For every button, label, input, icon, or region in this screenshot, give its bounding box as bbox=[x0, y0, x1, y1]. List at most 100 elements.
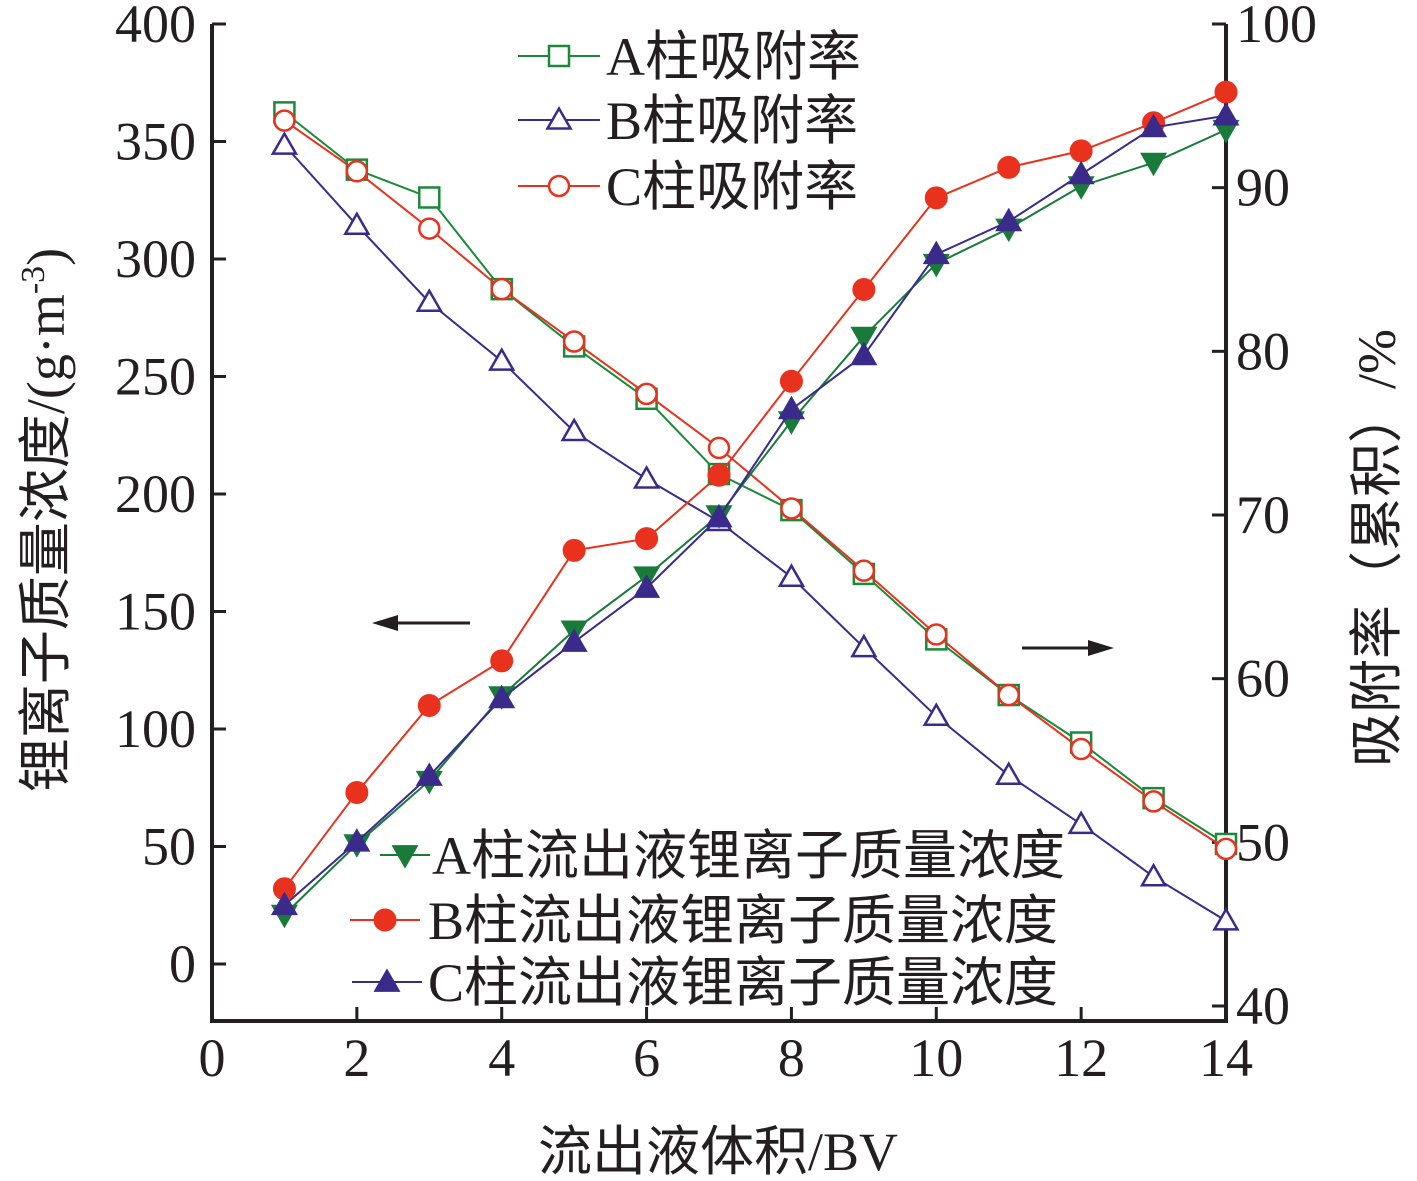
data-point bbox=[705, 503, 733, 528]
data-point bbox=[488, 347, 516, 371]
series-4 bbox=[270, 119, 1240, 929]
data-point bbox=[850, 341, 878, 366]
y-axis-left-title-sup: -3 bbox=[15, 266, 52, 294]
x-axis-title: 流出液体积/BV bbox=[538, 1122, 898, 1181]
legend-label: B柱流出液锂离子质量浓度 bbox=[428, 891, 1058, 951]
data-point bbox=[345, 160, 369, 183]
x-tick-label: 2 bbox=[343, 1028, 370, 1088]
y-left-tick-label: 250 bbox=[115, 347, 196, 407]
data-point bbox=[415, 288, 443, 312]
data-point bbox=[343, 828, 371, 852]
right-arrow-head bbox=[1088, 640, 1114, 656]
legend-item-top: A柱吸附率 bbox=[518, 27, 861, 87]
data-point bbox=[1069, 139, 1093, 163]
y-axis-left-title: 锂离子质量浓度/(g·m-3) bbox=[15, 248, 76, 792]
data-point bbox=[997, 683, 1020, 707]
y-right-tick-label: 90 bbox=[1236, 158, 1290, 218]
series-layer bbox=[270, 80, 1240, 931]
series-line bbox=[283, 111, 1227, 845]
data-point bbox=[922, 702, 950, 727]
data-point bbox=[562, 538, 586, 562]
data-point bbox=[852, 278, 876, 302]
y-axis-left-title-main: 锂离子质量浓度/(g·m bbox=[16, 294, 76, 792]
data-point bbox=[488, 684, 516, 709]
data-point bbox=[852, 559, 876, 582]
data-point bbox=[1139, 862, 1168, 887]
data-point bbox=[415, 762, 443, 786]
data-point bbox=[997, 155, 1021, 179]
data-point bbox=[1140, 152, 1168, 177]
x-tick-label: 6 bbox=[633, 1028, 660, 1088]
legend-label: C柱流出液锂离子质量浓度 bbox=[428, 953, 1058, 1013]
data-point bbox=[635, 527, 659, 551]
legend-item-bottom: A柱流出液锂离子质量浓度 bbox=[380, 826, 1065, 886]
y-axis-left-title-close: ) bbox=[16, 248, 76, 266]
legend-marker bbox=[373, 968, 401, 992]
data-point bbox=[345, 780, 369, 804]
data-point bbox=[562, 330, 586, 353]
legend-label: C柱吸附率 bbox=[606, 157, 858, 217]
data-point bbox=[850, 633, 878, 658]
data-point bbox=[1214, 80, 1238, 104]
series-line bbox=[283, 144, 1227, 922]
y-axis-right-title: 吸附率（累积）/% bbox=[1347, 329, 1407, 767]
y-right-tick-label: 40 bbox=[1236, 976, 1290, 1036]
data-point bbox=[632, 464, 661, 489]
y-right-tick-label: 70 bbox=[1236, 485, 1290, 545]
legend-marker bbox=[547, 44, 571, 68]
data-point bbox=[273, 109, 296, 132]
data-point bbox=[270, 891, 298, 916]
series-2 bbox=[270, 131, 1240, 931]
data-point bbox=[924, 186, 948, 210]
data-point bbox=[1142, 790, 1165, 813]
axis-arrows bbox=[372, 615, 1114, 656]
y-left-tick-label: 200 bbox=[115, 464, 196, 524]
data-point bbox=[1067, 160, 1095, 185]
legend-item-bottom: B柱流出液锂离子质量浓度 bbox=[350, 891, 1058, 951]
x-tick-label: 0 bbox=[199, 1028, 226, 1088]
y-left-tick-label: 150 bbox=[115, 582, 196, 642]
data-point bbox=[560, 417, 588, 442]
data-point bbox=[707, 463, 731, 487]
x-tick-label: 14 bbox=[1199, 1028, 1253, 1088]
x-tick-label: 8 bbox=[778, 1028, 805, 1088]
data-point bbox=[418, 217, 441, 240]
data-point bbox=[633, 574, 661, 598]
data-point bbox=[995, 761, 1023, 785]
data-point bbox=[1212, 906, 1240, 931]
data-point bbox=[1140, 113, 1168, 138]
ticks: 0 2 4 6 8 10 12 14 0 50 100 150 200 250 300 350 400 40 50 6… bbox=[115, 0, 1317, 1088]
legend-marker bbox=[373, 908, 397, 932]
data-point bbox=[780, 497, 803, 520]
data-point bbox=[1069, 737, 1093, 761]
legend-marker bbox=[545, 105, 573, 130]
data-point bbox=[635, 382, 658, 406]
y-left-tick-label: 100 bbox=[115, 699, 196, 759]
left-arrow-head bbox=[372, 615, 398, 631]
series-3 bbox=[273, 109, 1238, 861]
series-line bbox=[283, 119, 1227, 850]
y-right-tick-label: 100 bbox=[1236, 0, 1317, 54]
data-point bbox=[707, 436, 731, 460]
series-line bbox=[283, 128, 1227, 916]
data-point bbox=[490, 649, 514, 673]
legend-item-top: B柱吸附率 bbox=[518, 91, 858, 151]
data-point bbox=[995, 207, 1023, 232]
data-point bbox=[418, 186, 441, 209]
series-6 bbox=[270, 101, 1240, 916]
x-tick-label: 4 bbox=[488, 1028, 515, 1088]
y-right-tick-label: 60 bbox=[1236, 649, 1290, 709]
data-point bbox=[925, 623, 948, 646]
data-point bbox=[560, 628, 588, 652]
data-point bbox=[1067, 810, 1095, 835]
legend-item-top: C柱吸附率 bbox=[518, 157, 858, 217]
data-point bbox=[1214, 837, 1238, 861]
x-tick-label: 12 bbox=[1054, 1028, 1108, 1088]
x-tick-label: 10 bbox=[909, 1028, 963, 1088]
data-point bbox=[490, 277, 513, 301]
y-left-tick-label: 300 bbox=[115, 229, 196, 289]
y-left-tick-label: 400 bbox=[115, 0, 196, 54]
legend-label: B柱吸附率 bbox=[606, 91, 858, 151]
data-point bbox=[777, 563, 806, 587]
